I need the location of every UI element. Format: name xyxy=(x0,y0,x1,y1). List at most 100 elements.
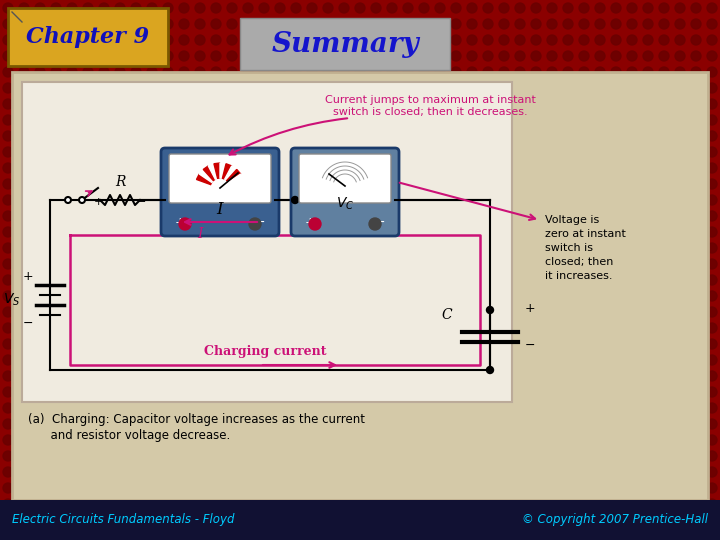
Text: and resistor voltage decrease.: and resistor voltage decrease. xyxy=(28,429,230,442)
Circle shape xyxy=(19,3,29,13)
Circle shape xyxy=(323,51,333,61)
Circle shape xyxy=(355,3,365,13)
Text: Current jumps to maximum at instant: Current jumps to maximum at instant xyxy=(325,95,536,105)
Circle shape xyxy=(339,51,349,61)
Circle shape xyxy=(691,3,701,13)
Circle shape xyxy=(403,499,413,509)
Circle shape xyxy=(355,67,365,77)
Circle shape xyxy=(579,19,589,29)
Circle shape xyxy=(595,515,605,525)
Circle shape xyxy=(355,515,365,525)
Circle shape xyxy=(595,499,605,509)
Circle shape xyxy=(659,19,669,29)
Polygon shape xyxy=(197,174,212,185)
Circle shape xyxy=(323,19,333,29)
Circle shape xyxy=(595,35,605,45)
Circle shape xyxy=(211,19,221,29)
Circle shape xyxy=(3,339,13,349)
Circle shape xyxy=(627,499,637,509)
Text: Chapter 9: Chapter 9 xyxy=(27,26,150,48)
Text: +: + xyxy=(94,197,103,207)
Polygon shape xyxy=(228,174,243,185)
Circle shape xyxy=(467,67,477,77)
Circle shape xyxy=(3,483,13,493)
Circle shape xyxy=(211,531,221,540)
Circle shape xyxy=(403,19,413,29)
Circle shape xyxy=(99,51,109,61)
Circle shape xyxy=(675,35,685,45)
Circle shape xyxy=(307,3,317,13)
Text: © Copyright 2007 Prentice-Hall: © Copyright 2007 Prentice-Hall xyxy=(522,514,708,526)
Circle shape xyxy=(147,531,157,540)
Circle shape xyxy=(515,515,525,525)
Text: I: I xyxy=(217,200,223,218)
Circle shape xyxy=(387,51,397,61)
Text: −: − xyxy=(23,316,33,329)
Circle shape xyxy=(275,67,285,77)
Circle shape xyxy=(371,3,381,13)
Circle shape xyxy=(211,35,221,45)
Circle shape xyxy=(3,19,13,29)
Circle shape xyxy=(547,67,557,77)
Text: (a)  Charging: Capacitor voltage increases as the current: (a) Charging: Capacitor voltage increase… xyxy=(28,414,365,427)
Circle shape xyxy=(355,51,365,61)
Circle shape xyxy=(579,499,589,509)
Circle shape xyxy=(707,163,717,173)
Text: Charging current: Charging current xyxy=(204,345,326,357)
Circle shape xyxy=(307,35,317,45)
Circle shape xyxy=(435,531,445,540)
Circle shape xyxy=(131,19,141,29)
Circle shape xyxy=(147,499,157,509)
Circle shape xyxy=(643,51,653,61)
Circle shape xyxy=(547,499,557,509)
Circle shape xyxy=(707,371,717,381)
Circle shape xyxy=(195,531,205,540)
Circle shape xyxy=(275,499,285,509)
Circle shape xyxy=(163,515,173,525)
Circle shape xyxy=(211,3,221,13)
Circle shape xyxy=(195,515,205,525)
Circle shape xyxy=(51,67,61,77)
Circle shape xyxy=(371,35,381,45)
Text: +: + xyxy=(23,271,33,284)
FancyBboxPatch shape xyxy=(240,18,450,70)
Circle shape xyxy=(35,19,45,29)
Circle shape xyxy=(67,499,77,509)
Circle shape xyxy=(3,531,13,540)
Text: R: R xyxy=(114,175,125,189)
Circle shape xyxy=(83,531,93,540)
Circle shape xyxy=(99,499,109,509)
Circle shape xyxy=(259,3,269,13)
Circle shape xyxy=(51,51,61,61)
Circle shape xyxy=(35,515,45,525)
Text: I: I xyxy=(197,227,203,241)
Circle shape xyxy=(595,3,605,13)
Circle shape xyxy=(643,515,653,525)
Circle shape xyxy=(307,51,317,61)
Circle shape xyxy=(435,515,445,525)
Circle shape xyxy=(387,3,397,13)
Circle shape xyxy=(707,323,717,333)
Circle shape xyxy=(323,499,333,509)
Circle shape xyxy=(115,51,125,61)
Circle shape xyxy=(195,51,205,61)
Text: C: C xyxy=(441,308,452,322)
Circle shape xyxy=(483,515,493,525)
Circle shape xyxy=(579,51,589,61)
Circle shape xyxy=(531,515,541,525)
Circle shape xyxy=(3,179,13,189)
Circle shape xyxy=(419,35,429,45)
Circle shape xyxy=(227,19,237,29)
Text: switch is closed; then it decreases.: switch is closed; then it decreases. xyxy=(333,107,527,117)
Circle shape xyxy=(259,499,269,509)
Circle shape xyxy=(403,35,413,45)
Circle shape xyxy=(643,19,653,29)
Circle shape xyxy=(323,531,333,540)
Circle shape xyxy=(563,531,573,540)
Circle shape xyxy=(467,515,477,525)
Circle shape xyxy=(3,67,13,77)
Circle shape xyxy=(3,35,13,45)
Circle shape xyxy=(147,3,157,13)
Polygon shape xyxy=(227,170,240,183)
Circle shape xyxy=(643,35,653,45)
